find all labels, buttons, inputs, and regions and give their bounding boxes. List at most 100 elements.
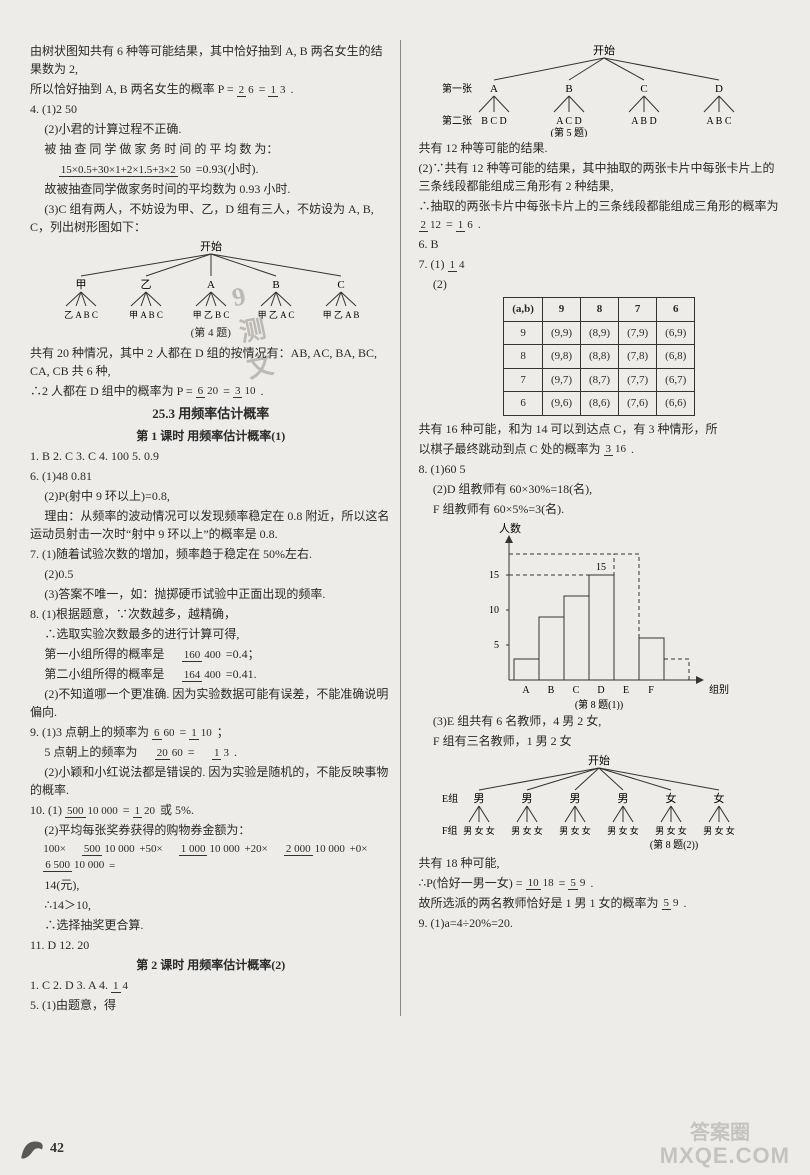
text: ； [217,725,229,739]
fraction: 1018 [526,878,556,889]
two-column-layout: 由树状图知共有 6 种等可能结果，其中恰好抽到 A, B 两名女生的结果数为 2… [30,40,780,1016]
label: F组 [442,824,458,837]
text: . [290,82,293,96]
node: 甲 [75,279,86,291]
fraction: 59 [568,878,587,889]
bar-dashed [614,554,639,680]
fraction: 2060 [140,748,184,759]
text: ∴P(恰好一男一女) = [419,876,526,890]
r-q7-1: 7. (1) 14 [419,255,781,273]
tree-root: 开始 [593,43,615,57]
r-q6: 6. B [419,235,781,253]
r-line7: ∴P(恰好一男一女) = 1018 = 59 . [419,874,781,892]
q7-1: 7. (1)随着试验次数的增加，频率趋于稳定在 50%左右. [30,545,392,563]
node: 男 [570,793,581,805]
sub-title-2: 第 2 课时 用频率估计概率(2) [30,956,392,974]
q10-4: ∴14＞10, [30,896,392,914]
table-row: 8(9,8)(8,8)(7,8)(6,8) [504,345,695,369]
text: 所以恰好抽到 A, B 两名女生的概率 P = 26 = 13 . [30,80,392,98]
node: C [641,83,648,95]
x-label: 组别 [709,683,729,696]
node: 女 [666,791,677,805]
leaves: A B C [707,116,732,127]
xtick: C [573,685,580,696]
leaves: 男 女 女 [703,825,735,836]
th: 7 [619,298,657,322]
left-column: 由树状图知共有 6 种等可能结果，其中恰好抽到 A, B 两名女生的结果数为 2… [30,40,401,1016]
y-label: 人数 [499,522,521,535]
leaves: 男 女 女 [463,825,495,836]
caption: (第 4 题) [30,325,392,342]
text: =0.93(小时). [196,162,259,176]
leaves: 甲 乙 B C [192,310,229,320]
text: 第一小组所得的概率是 [44,647,164,661]
text: . [260,384,263,398]
q8-2: ∴选取实验次数最多的进行计算可得, [30,625,392,643]
r-q8-1: 8. (1)60 5 [419,460,781,478]
xtick: F [648,685,654,696]
caption: (第 5 题) [551,126,588,137]
node: B [566,83,573,95]
q4-frac: 15×0.5+30×1+2×1.5+3×250 =0.93(小时). [30,160,392,178]
bar-label: 15 [596,562,606,573]
tree-diagram-1: 开始 甲 乙 A B C 乙 A B C 甲 A B C 甲 乙 B C [41,238,381,323]
node: A [490,83,498,95]
fraction: 13 [268,85,287,96]
leaves: 男 女 女 [559,825,591,836]
text: = [223,384,233,398]
leaves: 甲 A B C [129,310,163,320]
xtick: D [598,685,605,696]
fraction: 16 [456,220,475,231]
text: =0.4； [226,647,260,661]
text: 1. C 2. D 3. A 4. [30,978,111,992]
xtick: A [523,685,531,696]
text: 以棋子最终跳动到点 C 处的概率为 [419,442,601,456]
table-header-row: (a,b) 9 8 7 6 [504,298,695,322]
r-q7-2: (2) [419,275,781,293]
caption: (第 8 题(1)) [575,698,623,710]
fraction: 1 00010 000 [166,844,242,855]
q9-3: (2)小颖和小红说法都是错误的. 因为实验是随机的，不能反映事物的概率. [30,763,392,799]
r-line1: 共有 12 种等可能的结果. [419,139,781,157]
fraction: 120 [133,806,158,817]
text: 100× [43,843,66,855]
text: 所以恰好抽到 A, B 两名女生的概率 P = [30,82,237,96]
bar [564,596,589,680]
q4-5: (3)C 组有两人，不妨设为甲、乙，D 组有三人，不妨设为 A, B, C，列出… [30,200,392,236]
fraction: 14 [111,981,130,992]
r-line8: 故所选派的两名教师恰好是 1 男 1 女的概率为 59 . [419,894,781,912]
answers-2: 1. C 2. D 3. A 4. 14 [30,976,392,994]
bar-chart: 人数 5 10 15 15 [469,520,729,710]
tree-root: 开始 [200,239,222,253]
q6-2: (2)P(射中 9 环以上)=0.8, [30,487,392,505]
fraction: 212 [419,220,444,231]
page: 由树状图知共有 6 种等可能结果，其中恰好抽到 A, B 两名女生的结果数为 2… [0,0,810,1175]
text: 故所选派的两名教师恰好是 1 男 1 女的概率为 [419,896,659,910]
leaves: 男 女 女 [511,825,543,836]
text: . [631,442,634,456]
page-number: 42 [50,1141,64,1157]
q10-3: 14(元), [30,876,392,894]
fraction: 50010 000 [65,806,120,817]
text: . [478,217,481,231]
table-row: 9(9,9)(8,9)(7,9)(6,9) [504,321,695,345]
q10-1: 10. (1) 50010 000 = 120 或 5%. [30,801,392,819]
fraction: 13 [198,748,231,759]
text: ∴抽取的两张卡片中每张卡片上的三条线段都能组成三角形的概率为 [419,199,779,213]
node: 乙 [140,278,151,291]
text: . [590,876,593,890]
leaves: A B D [631,116,657,127]
leaves: 甲 乙 A C [257,310,294,320]
text: = [259,82,269,96]
text: 第二小组所得的概率是 [44,667,164,681]
q5b: 5. (1)由题意，得 [30,996,392,1014]
q8-5: (2)不知道哪一个更准确. 因为实验数据可能有误差，不能准确说明偏向. [30,685,392,721]
fraction: 50010 000 [69,844,137,855]
node: 男 [522,793,533,805]
r-line5: 以棋子最终跳动到点 C 处的概率为 316 . [419,440,781,458]
caption: (第 8 题(2)) [650,838,698,851]
r-q9: 9. (1)a=4÷20%=20. [419,914,781,932]
fraction: 316 [604,444,629,455]
xtick: B [548,685,555,696]
leaves: 乙 A B C [64,310,98,320]
